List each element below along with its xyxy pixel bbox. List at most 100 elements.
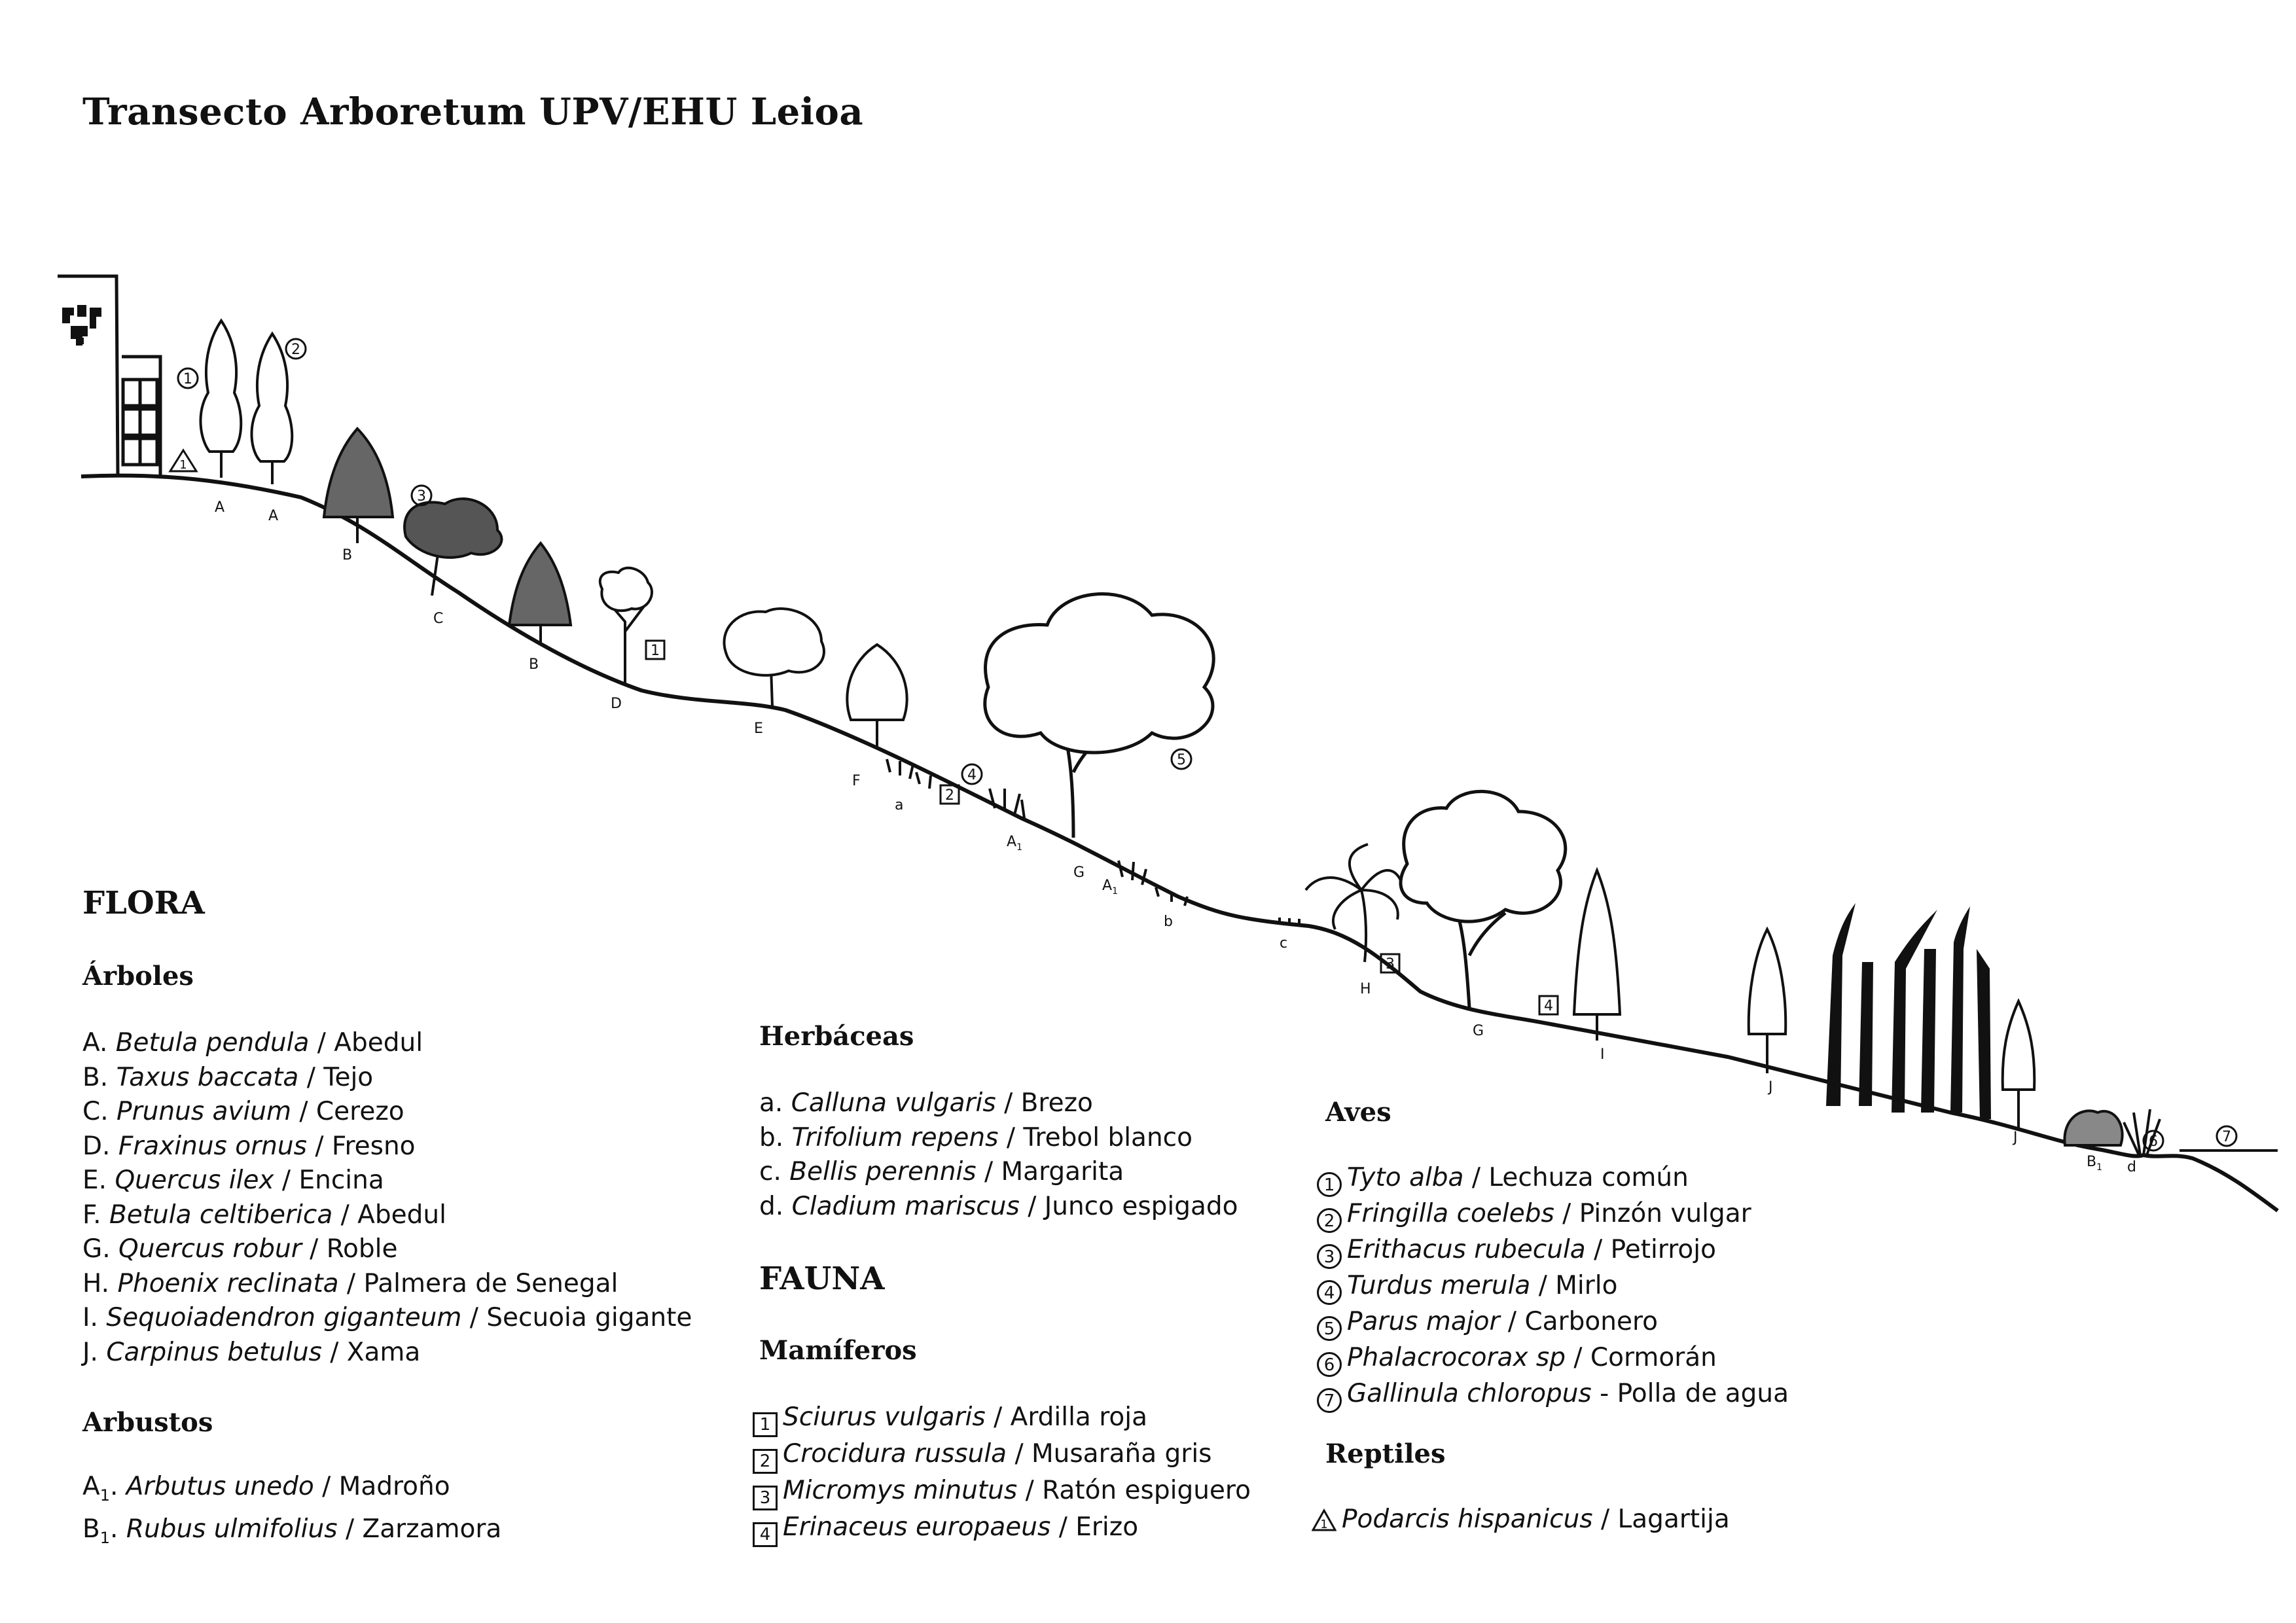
legend-item: 3 Micromys minutus / Ratón espiguero bbox=[753, 1474, 1251, 1510]
bird-number-icon: 5 bbox=[1317, 1316, 1342, 1341]
svg-text:1: 1 bbox=[179, 458, 187, 472]
bird-marker-2: 2 bbox=[285, 338, 307, 360]
bird-marker-5: 5 bbox=[1170, 748, 1193, 770]
species-code: I. bbox=[82, 1303, 98, 1332]
legend-item: 2 Crocidura russula / Musaraña gris bbox=[753, 1437, 1251, 1474]
common-name: / Lagartija bbox=[1592, 1505, 1730, 1534]
tree-palm bbox=[1304, 843, 1402, 963]
species-code: A bbox=[82, 1472, 100, 1501]
common-name: / Junco espigado bbox=[1019, 1191, 1238, 1221]
scientific-name: Phalacrocorax sp bbox=[1347, 1343, 1566, 1372]
common-name: / Palmera de Senegal bbox=[338, 1268, 619, 1298]
tree-oak-1 bbox=[983, 592, 1215, 838]
common-name: / Cormorán bbox=[1566, 1343, 1717, 1372]
scientific-name: Bellis perennis bbox=[789, 1157, 977, 1186]
species-code: a. bbox=[759, 1088, 783, 1118]
mammal-number-icon: 2 bbox=[753, 1449, 778, 1474]
bird-marker-4: 4 bbox=[961, 763, 983, 785]
common-name: / Abedul bbox=[309, 1028, 423, 1058]
scientific-name: Turdus merula bbox=[1347, 1271, 1531, 1300]
legend-item: F. Betula celtiberica / Abedul bbox=[82, 1198, 692, 1233]
legend-item: 6 Phalacrocorax sp / Cormorán bbox=[1317, 1341, 1789, 1377]
svg-text:7: 7 bbox=[2222, 1129, 2231, 1145]
scientific-name: Trifolium repens bbox=[791, 1122, 999, 1152]
arbustos-heading: Arbustos bbox=[82, 1407, 213, 1438]
tree-yew-2 bbox=[507, 541, 573, 645]
label-A: A bbox=[215, 499, 224, 516]
common-name: / Encina bbox=[274, 1166, 384, 1195]
label-G: G bbox=[1073, 865, 1085, 881]
species-code: A. bbox=[82, 1028, 108, 1058]
scientific-name: Calluna vulgaris bbox=[791, 1088, 996, 1118]
tree-ash bbox=[598, 566, 653, 684]
svg-text:3: 3 bbox=[1386, 956, 1395, 972]
aves-heading: Aves bbox=[1325, 1097, 1391, 1128]
common-name: / Erizo bbox=[1050, 1512, 1139, 1542]
legend-item: B. Taxus baccata / Tejo bbox=[82, 1061, 692, 1096]
species-code: E. bbox=[82, 1166, 107, 1195]
mammal-marker-2: 2 bbox=[939, 784, 960, 805]
scientific-name: Quercus robur bbox=[118, 1234, 302, 1264]
legend-item: 4 Turdus merula / Mirlo bbox=[1317, 1269, 1789, 1305]
legend-item: I. Sequoiadendron giganteum / Secuoia gi… bbox=[82, 1301, 692, 1336]
species-code-subscript: 1 bbox=[99, 1529, 111, 1548]
tree-holm-oak bbox=[723, 607, 825, 707]
tree-birch-celtiberica bbox=[846, 643, 908, 746]
common-name: / Mirlo bbox=[1530, 1271, 1618, 1300]
mammal-marker-1: 1 bbox=[645, 639, 666, 660]
label-a: a bbox=[895, 797, 903, 813]
scientific-name: Betula pendula bbox=[115, 1028, 310, 1058]
scientific-name: Cladium mariscus bbox=[791, 1191, 1020, 1221]
scientific-name: Prunus avium bbox=[117, 1097, 291, 1126]
legend-item: H. Phoenix reclinata / Palmera de Senega… bbox=[82, 1267, 692, 1302]
common-name: / Brezo bbox=[996, 1088, 1093, 1118]
bramble-bush bbox=[2063, 1109, 2124, 1147]
tree-birch-2 bbox=[250, 331, 294, 484]
legend-item: 7 Gallinula chloropus - Polla de agua bbox=[1317, 1377, 1789, 1413]
label-B1: B1 bbox=[2087, 1154, 2102, 1173]
species-code: B. bbox=[82, 1062, 109, 1092]
herbaceas-heading: Herbáceas bbox=[759, 1021, 914, 1052]
scientific-name: Sequoiadendron giganteum bbox=[106, 1303, 462, 1332]
mamiferos-list: 1 Sciurus vulgaris / Ardilla roja 2 Crocidu… bbox=[753, 1400, 1251, 1547]
label-d: d bbox=[2127, 1159, 2136, 1175]
svg-text:1: 1 bbox=[183, 371, 192, 387]
label-B: B bbox=[529, 656, 539, 673]
species-code: d. bbox=[759, 1191, 784, 1221]
legend-item: c. Bellis perennis / Margarita bbox=[759, 1155, 1238, 1190]
svg-text:2: 2 bbox=[945, 787, 954, 804]
common-name: / Secuoia gigante bbox=[461, 1303, 692, 1332]
common-name: / Lechuza común bbox=[1463, 1163, 1689, 1192]
label-G: G bbox=[1473, 1023, 1484, 1039]
legend-item: 5 Parus major / Carbonero bbox=[1317, 1305, 1789, 1341]
reptile-warning-icon: 1 bbox=[1311, 1508, 1337, 1533]
common-name: - Polla de agua bbox=[1591, 1379, 1789, 1408]
scientific-name: Carpinus betulus bbox=[106, 1337, 322, 1367]
label-A1: A1 bbox=[1007, 834, 1022, 853]
scientific-name: Fringilla coelebs bbox=[1347, 1199, 1554, 1228]
common-name: / Ardilla roja bbox=[985, 1402, 1147, 1432]
arboles-heading: Árboles bbox=[82, 961, 194, 991]
label-J: J bbox=[1767, 1079, 1773, 1096]
legend-item: 2 Fringilla coelebs / Pinzón vulgar bbox=[1317, 1197, 1789, 1233]
label-B: B bbox=[342, 547, 352, 563]
tree-cherry bbox=[403, 497, 503, 596]
mammal-number-icon: 4 bbox=[753, 1522, 778, 1547]
bird-marker-6: 6 bbox=[2142, 1130, 2164, 1152]
common-name: / Carbonero bbox=[1499, 1307, 1658, 1336]
common-name: / Madroño bbox=[314, 1472, 450, 1501]
species-code: J. bbox=[82, 1337, 98, 1367]
species-code: c. bbox=[759, 1157, 781, 1186]
legend-item: 1 Sciurus vulgaris / Ardilla roja bbox=[753, 1400, 1251, 1437]
common-name: / Petirrojo bbox=[1585, 1235, 1716, 1264]
scientific-name: Phoenix reclinata bbox=[117, 1268, 339, 1298]
common-name: / Ratón espiguero bbox=[1017, 1476, 1251, 1505]
upv-ehu-logo bbox=[62, 305, 101, 346]
scientific-name: Taxus baccata bbox=[116, 1062, 299, 1092]
fauna-heading: FAUNA bbox=[759, 1260, 885, 1297]
common-name: / Xama bbox=[321, 1337, 421, 1367]
scientific-name: Fraxinus ornus bbox=[118, 1131, 307, 1161]
label-F: F bbox=[852, 773, 861, 789]
scientific-name: Rubus ulmifolius bbox=[126, 1514, 338, 1544]
scientific-name: Podarcis hispanicus bbox=[1342, 1505, 1593, 1534]
